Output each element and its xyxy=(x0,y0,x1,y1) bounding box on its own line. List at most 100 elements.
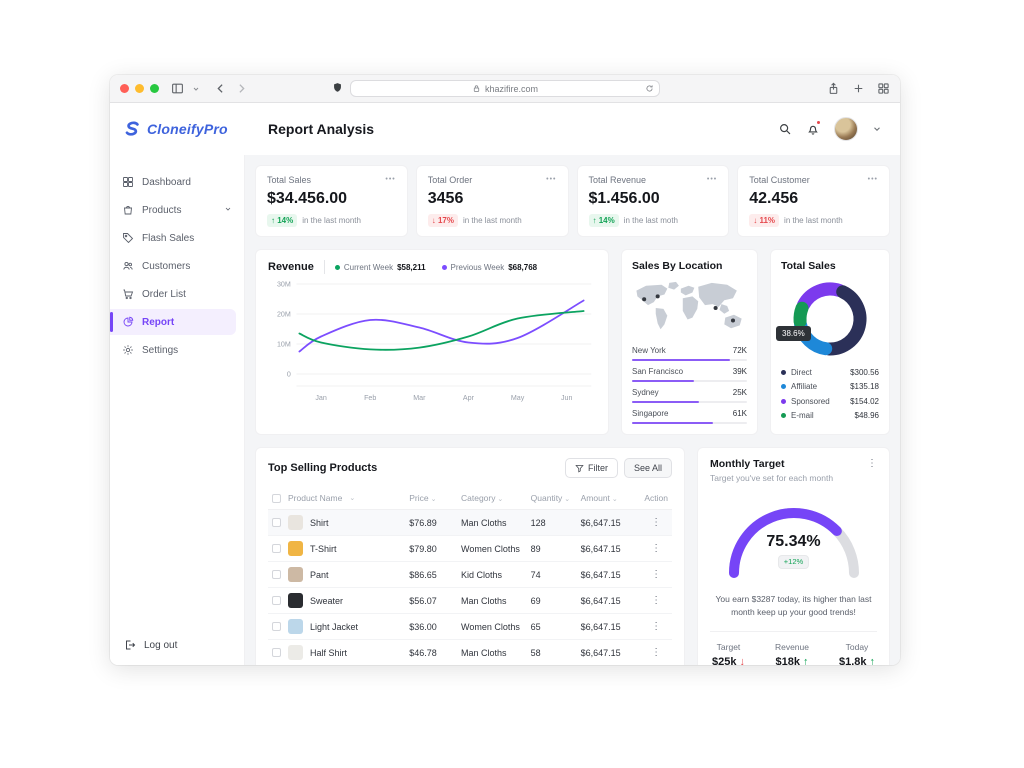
minimize-window-button[interactable] xyxy=(135,84,144,93)
row-action-menu-icon[interactable]: ⋮ xyxy=(651,595,662,606)
arrow-up-icon: ↑ xyxy=(802,655,809,666)
share-icon[interactable] xyxy=(827,82,840,95)
location-bar-fill xyxy=(632,380,695,382)
sidebar-item-label: Products xyxy=(142,204,182,216)
filter-button[interactable]: Filter xyxy=(564,458,618,478)
sidebar-item-products[interactable]: Products xyxy=(110,197,244,223)
legend-label: Sponsored xyxy=(791,396,830,406)
tab-overview-icon[interactable] xyxy=(877,82,890,95)
column-header-amount[interactable]: Amount ⌄ xyxy=(576,487,641,510)
product-amount: $6,647.15 xyxy=(576,535,641,562)
privacy-shield-icon[interactable] xyxy=(332,80,343,98)
gauge-delta-badge: +12% xyxy=(777,554,810,569)
header-cell: Product Name ⌄ xyxy=(272,493,401,503)
product-quantity: 58 xyxy=(526,639,577,665)
product-name: Pant xyxy=(310,569,329,580)
location-row-singapore: Singapore 61K xyxy=(632,409,747,424)
forward-icon[interactable] xyxy=(235,82,248,95)
legend-amount: $48.96 xyxy=(854,411,879,420)
stat-label: Total Revenue xyxy=(588,175,647,185)
sidebar-item-flash-sales[interactable]: Flash Sales xyxy=(110,225,244,251)
row-checkbox[interactable] xyxy=(272,622,281,631)
product-category: Women Cloths xyxy=(456,535,527,562)
target-stat-value: $1.8k ↑ xyxy=(839,656,875,666)
row-action-menu-icon[interactable]: ⋮ xyxy=(651,569,662,580)
row-action-menu-icon[interactable]: ⋮ xyxy=(651,543,662,554)
column-header-quantity[interactable]: Quantity ⌄ xyxy=(526,487,577,510)
legend-label: Affiliate xyxy=(791,382,818,391)
arrow-up-icon: ↑ xyxy=(869,655,875,666)
close-window-button[interactable] xyxy=(120,84,129,93)
product-category: Man Cloths xyxy=(456,509,527,536)
app-header: CloneifyPro Report Analysis xyxy=(110,103,900,155)
row-action-menu-icon[interactable]: ⋮ xyxy=(651,647,662,658)
location-line: New York 72K xyxy=(632,346,747,355)
row-checkbox[interactable] xyxy=(272,570,281,579)
address-bar[interactable]: khazifire.com xyxy=(350,80,660,97)
more-options-icon[interactable]: ••• xyxy=(706,176,718,183)
legend-dot xyxy=(781,369,786,375)
row-action-menu-icon[interactable]: ⋮ xyxy=(651,517,662,528)
notifications-button[interactable] xyxy=(806,120,821,136)
more-options-icon[interactable]: ••• xyxy=(867,176,878,183)
legend-label: E-mail xyxy=(791,411,814,420)
brand-logo[interactable]: CloneifyPro xyxy=(122,119,246,139)
more-options-icon[interactable]: ••• xyxy=(385,176,396,183)
reload-icon[interactable] xyxy=(645,84,654,93)
back-icon[interactable] xyxy=(214,82,227,95)
notification-dot xyxy=(816,120,821,125)
product-price: $79.80 xyxy=(405,535,457,562)
sidebar-item-customers[interactable]: Customers xyxy=(110,253,244,279)
see-all-button[interactable]: See All xyxy=(623,458,672,478)
search-icon[interactable] xyxy=(778,122,792,136)
value-text: $25k xyxy=(712,655,737,666)
stat-footer: ↑ 14% in the last month xyxy=(267,214,396,227)
avatar[interactable] xyxy=(834,117,858,141)
select-all-checkbox[interactable] xyxy=(272,493,281,503)
row-checkbox[interactable] xyxy=(272,544,281,553)
stat-delta-badge: ↓ 11% xyxy=(749,214,780,227)
product-thumbnail xyxy=(288,645,303,660)
target-stat-value: $18k ↑ xyxy=(775,656,809,666)
location-name: New York xyxy=(632,346,666,355)
location-line: San Francisco 39K xyxy=(632,367,747,376)
legend-dot xyxy=(781,413,786,418)
location-value: 61K xyxy=(732,409,747,418)
profile-chevron-icon[interactable] xyxy=(872,124,882,134)
sidebar-item-settings[interactable]: Settings xyxy=(110,337,244,363)
target-stat-value: $25k ↓ xyxy=(712,656,745,666)
url-text: khazifire.com xyxy=(484,83,538,94)
table-title: Top Selling Products xyxy=(268,462,378,474)
donut-legend-e-mail: E-mail $48.96 xyxy=(781,411,879,420)
row-checkbox[interactable] xyxy=(272,596,281,605)
sidebar-item-report[interactable]: Report xyxy=(110,309,236,335)
sidebar-item-order-list[interactable]: Order List xyxy=(110,281,244,307)
row-checkbox[interactable] xyxy=(272,518,281,527)
kebab-menu-icon[interactable]: ⋮ xyxy=(867,458,877,469)
more-options-icon[interactable]: ••• xyxy=(546,176,557,183)
column-header-price[interactable]: Price ⌄ xyxy=(405,487,457,510)
legend-current-week: Current Week $58,211 xyxy=(334,263,426,272)
logout-button[interactable]: Log out xyxy=(110,625,244,665)
location-bar-fill xyxy=(632,401,699,403)
product-quantity: 89 xyxy=(526,535,577,562)
donut-legend-direct: Direct $300.56 xyxy=(781,368,879,377)
row-checkbox[interactable] xyxy=(272,648,281,657)
header-actions xyxy=(778,117,882,141)
value-text: $1.8k xyxy=(838,655,867,666)
product-name: Light Jacket xyxy=(310,621,359,632)
zoom-window-button[interactable] xyxy=(150,84,159,93)
sort-chevron-icon: ⌄ xyxy=(349,495,356,502)
column-header-product-name[interactable]: Product Name ⌄ xyxy=(268,487,406,510)
sidebar-toggle-icon[interactable] xyxy=(171,82,184,95)
row-action-menu-icon[interactable]: ⋮ xyxy=(651,621,662,632)
browser-chrome: khazifire.com xyxy=(110,75,900,103)
main-content: Total Sales ••• $34.456.00 ↑ 14% in the last… xyxy=(245,155,900,665)
stat-delta-badge: ↑ 14% xyxy=(267,214,298,227)
new-tab-icon[interactable] xyxy=(852,82,865,95)
sidebar-menu-chevron-icon[interactable] xyxy=(192,80,200,98)
column-header-category[interactable]: Category ⌄ xyxy=(456,487,527,510)
stat-card-total-revenue: Total Revenue ••• $1.456.00 ↑ 14% in the las… xyxy=(576,165,730,237)
sidebar-item-dashboard[interactable]: Dashboard xyxy=(110,169,244,195)
chevron-down-icon xyxy=(224,205,232,216)
